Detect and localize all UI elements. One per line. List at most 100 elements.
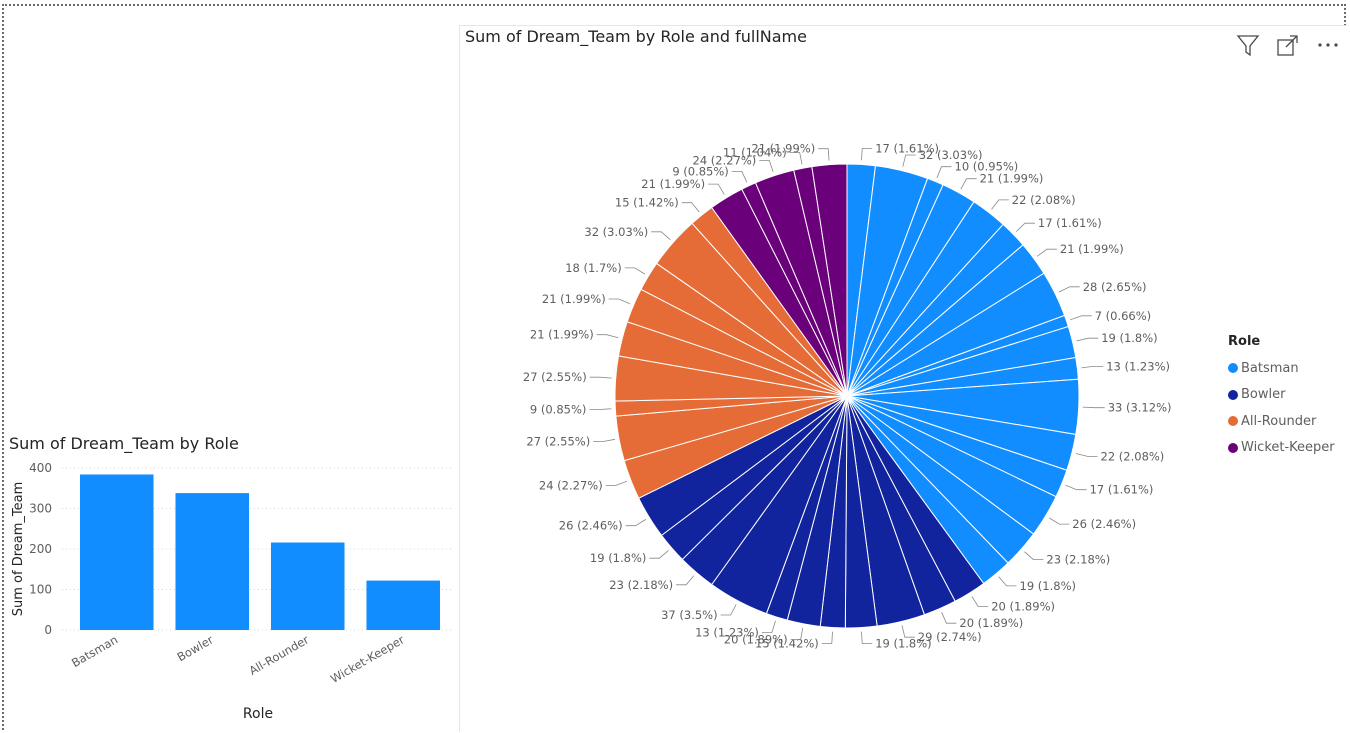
pie-leader-line <box>1058 286 1080 293</box>
pie-leader-line <box>1081 365 1104 369</box>
pie-data-label: 20 (1.89%) <box>991 600 1055 614</box>
legend-item[interactable]: Batsman <box>1228 355 1335 382</box>
pie-leader-line <box>731 170 748 183</box>
pie-leader-line <box>1082 406 1105 409</box>
legend-label: All-Rounder <box>1241 413 1317 429</box>
pie-leader-line <box>936 166 952 178</box>
pie-data-label: 23 (2.18%) <box>609 578 673 592</box>
legend-item[interactable]: All-Rounder <box>1228 408 1335 435</box>
x-tick-label: Bowler <box>175 632 216 664</box>
pie-leader-line <box>1016 222 1035 232</box>
x-axis-title: Role <box>243 706 273 722</box>
pie-data-label: 32 (3.03%) <box>584 225 648 239</box>
pie-chart-svg: 17 (1.61%)32 (3.03%)10 (0.95%)21 (1.99%)… <box>523 142 1172 651</box>
pie-data-label: 21 (1.99%) <box>1060 242 1124 256</box>
pie-leader-line <box>971 596 989 607</box>
legend-label: Wicket-Keeper <box>1241 440 1335 456</box>
visual-header-icons <box>1235 32 1341 58</box>
pie-data-label: 37 (3.5%) <box>661 608 717 622</box>
pie-data-label: 27 (2.55%) <box>526 435 590 449</box>
pie-data-label: 26 (2.46%) <box>559 519 623 533</box>
pie-data-label: 18 (1.7%) <box>565 261 621 275</box>
pie-leader-line <box>1048 517 1070 525</box>
pie-leader-line <box>649 550 669 559</box>
pie-leader-line <box>960 178 977 190</box>
pie-leader-line <box>708 183 725 195</box>
pie-leader-line <box>605 480 628 486</box>
pie-leader-line <box>861 148 873 161</box>
legend-marker <box>1228 389 1238 400</box>
pie-chart-visual[interactable]: Sum of Dream_Team by Role and fullName 1… <box>459 25 1347 732</box>
pie-data-label: 20 (1.89%) <box>724 633 788 647</box>
pie-data-label: 17 (1.61%) <box>875 142 939 156</box>
pie-slice[interactable] <box>811 163 848 397</box>
pie-data-label: 32 (3.03%) <box>919 148 983 162</box>
pie-leader-line <box>759 160 774 173</box>
bar[interactable] <box>366 580 441 630</box>
pie-leader-line <box>651 231 671 241</box>
y-axis-title: Sum of Dream_Team <box>11 482 26 617</box>
pie-leader-line <box>676 575 695 586</box>
x-tick-label: Batsman <box>69 632 120 670</box>
pie-data-label: 13 (1.23%) <box>695 625 759 639</box>
pie-data-label: 23 (2.18%) <box>1046 553 1110 567</box>
y-tick-label: 400 <box>29 461 52 475</box>
pie-data-label: 20 (1.89%) <box>959 616 1023 630</box>
pie-leader-line <box>818 148 830 161</box>
pie-data-label: 22 (2.08%) <box>1101 449 1165 463</box>
y-tick-label: 0 <box>44 623 52 637</box>
pie-legend: Role Batsman Bowler All-Rounder Wicket-Keep… <box>1228 334 1335 461</box>
legend-marker <box>1228 363 1238 374</box>
x-tick-label: Wicket-Keeper <box>328 632 407 686</box>
pie-data-label: 26 (2.46%) <box>1072 517 1136 531</box>
pie-leader-line <box>681 202 700 213</box>
pie-data-label: 19 (1.8%) <box>1101 331 1157 345</box>
pie-data-label: 19 (1.8%) <box>1020 579 1076 593</box>
pie-data-label: 28 (2.65%) <box>1083 280 1147 294</box>
pie-data-label: 15 (1.42%) <box>755 637 819 651</box>
pie-data-label: 10 (0.95%) <box>955 160 1019 174</box>
filter-icon[interactable] <box>1235 32 1261 58</box>
legend-item[interactable]: Wicket-Keeper <box>1228 435 1335 462</box>
bar[interactable] <box>270 542 345 630</box>
more-options-icon[interactable] <box>1315 32 1341 58</box>
legend-marker <box>1228 416 1238 427</box>
pie-data-label: 15 (1.42%) <box>615 196 679 210</box>
focus-mode-icon[interactable] <box>1275 32 1301 58</box>
pie-leader-line <box>624 267 646 275</box>
pie-data-label: 9 (0.85%) <box>672 164 728 178</box>
y-tick-label: 200 <box>29 542 52 556</box>
pie-leader-line <box>902 154 916 167</box>
pie-data-label: 19 (1.8%) <box>590 551 646 565</box>
pie-leader-line <box>589 408 612 410</box>
pie-data-label: 17 (1.61%) <box>1090 483 1154 497</box>
pie-leader-line <box>991 199 1009 210</box>
pie-leader-line <box>720 604 737 616</box>
pie-leader-line <box>861 631 873 644</box>
pie-data-label: 21 (1.99%) <box>980 172 1044 186</box>
pie-leader-line <box>998 576 1017 587</box>
bar[interactable] <box>79 474 154 630</box>
pie-leader-line <box>941 612 957 624</box>
pie-data-label: 19 (1.8%) <box>875 637 931 651</box>
pie-leader-line <box>589 376 612 379</box>
y-tick-label: 300 <box>29 502 52 516</box>
pie-leader-line <box>1070 315 1092 321</box>
legend-item[interactable]: Bowler <box>1228 382 1335 409</box>
pie-leader-line <box>625 519 647 527</box>
pie-leader-line <box>1024 551 1044 560</box>
pie-leader-line <box>1075 453 1098 457</box>
pie-data-label: 33 (3.12%) <box>1108 401 1172 415</box>
legend-label: Batsman <box>1241 360 1299 376</box>
bar-chart-visual[interactable]: Sum of Dream_Team by Role 0 100 200 300 400 B… <box>4 428 456 732</box>
pie-chart-title: Sum of Dream_Team by Role and fullName <box>465 27 807 46</box>
bar[interactable] <box>175 493 250 630</box>
pie-data-label: 17 (1.61%) <box>1038 216 1102 230</box>
pie-leader-line <box>1036 248 1057 257</box>
pie-leader-line <box>593 438 616 442</box>
pie-data-label: 7 (0.66%) <box>1095 309 1151 323</box>
pie-leader-line <box>761 620 776 633</box>
pie-leader-line <box>596 334 619 339</box>
pie-data-label: 9 (0.85%) <box>530 403 586 417</box>
pie-data-label: 27 (2.55%) <box>523 370 587 384</box>
